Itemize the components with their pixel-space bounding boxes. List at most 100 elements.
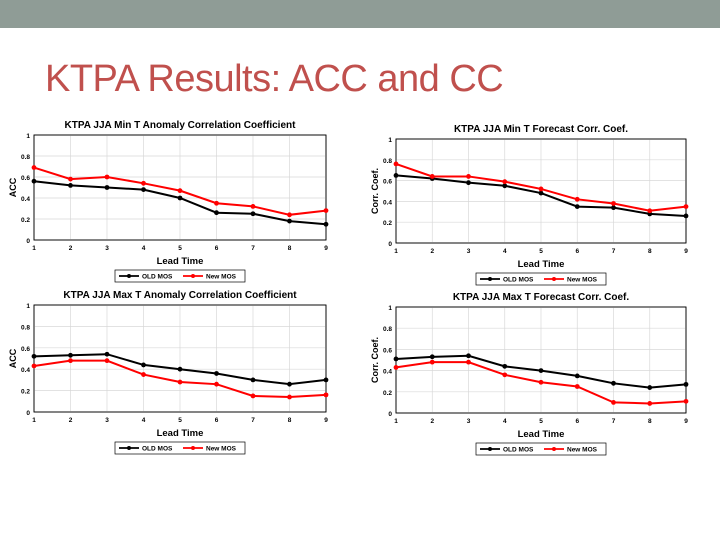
chart-3-series-1-point-1 (429, 359, 435, 365)
chart-0-series-1-point-3 (141, 180, 146, 186)
chart-0-series-0-point-6 (250, 211, 256, 217)
chart-2-series-1-point-8 (323, 392, 329, 398)
chart-0-xtick-label-7: 8 (288, 245, 292, 252)
chart-3-series-0-point-5 (574, 373, 580, 379)
chart-3-series-0-point-1 (429, 354, 435, 360)
chart-3-xtick-label-4: 5 (539, 418, 543, 425)
chart-3-series-1-point-6 (611, 400, 616, 405)
chart-2-series-1-point-1 (68, 358, 73, 364)
chart-3-series-1-point-7 (647, 401, 653, 406)
chart-2-ytick-label-5: 1 (26, 303, 30, 310)
chart-1-xtick-label-1: 2 (430, 248, 434, 255)
chart-0-series-1-point-7 (287, 212, 292, 218)
chart-2-xtick-label-3: 4 (142, 417, 146, 424)
chart-1-xtick-label-7: 8 (648, 248, 652, 255)
chart-2-series-1-point-2 (104, 358, 110, 364)
chart-3-series-0-point-7 (647, 385, 653, 390)
chart-2-series-1-point-4 (177, 379, 183, 385)
chart-0-series-1-point-8 (323, 208, 329, 213)
chart-0-series-0-point-7 (287, 218, 292, 224)
chart-1-series-1-point-2 (466, 174, 471, 179)
chart-3-legend-box (475, 442, 607, 456)
chart-2-ytick-label-1: 0.2 (21, 389, 30, 396)
chart-1-series-0-point-0 (393, 173, 399, 178)
chart-2-xtick-label-4: 5 (178, 417, 182, 424)
chart-1-xtick-label-4: 5 (539, 248, 543, 255)
chart-1-title: KTPA JJA Min T Forecast Corr. Coef. (454, 124, 628, 135)
chart-0-legend-label-1: New MOS (206, 274, 237, 281)
chart-1-series-0-point-2 (466, 180, 471, 186)
chart-0-series-1-point-2 (104, 174, 110, 180)
chart-2-legend-marker-0 (127, 446, 131, 450)
chart-0-ytick-label-1: 0.2 (21, 217, 30, 224)
chart-0-title: KTPA JJA Min T Anomaly Correlation Coeff… (65, 120, 297, 131)
chart-0-xtick-label-6: 7 (251, 245, 255, 252)
chart-3-series-1-point-3 (502, 372, 508, 378)
chart-2-ytick-label-3: 0.6 (21, 346, 30, 353)
chart-2-series-0-point-1 (68, 352, 73, 358)
chart-2-series-0-point-6 (250, 377, 256, 383)
chart-1-series-1-point-1 (429, 174, 435, 179)
chart-3-series-0-point-3 (502, 363, 508, 369)
chart-2-xtick-label-8: 9 (324, 417, 328, 424)
chart-3-series-0-point-4 (538, 368, 544, 373)
chart-3-title: KTPA JJA Max T Forecast Corr. Coef. (453, 292, 630, 303)
chart-3-legend-label-0: OLD MOS (503, 447, 534, 454)
chart-0-ytick-label-5: 1 (26, 133, 30, 140)
chart-2-legend-label-0: OLD MOS (142, 446, 173, 453)
chart-1-xlabel: Lead Time (518, 259, 565, 270)
chart-0-series-0-point-4 (177, 195, 183, 201)
chart-1-ytick-label-3: 0.6 (383, 179, 392, 186)
chart-1-ylabel: Corr. Coef. (370, 168, 380, 214)
chart-2-ylabel: ACC (8, 348, 18, 368)
chart-0-legend-marker-0 (127, 274, 131, 278)
chart-0-series-0-point-0 (31, 178, 37, 184)
chart-1-series-1-point-5 (574, 196, 580, 202)
chart-2-xtick-label-6: 7 (251, 417, 255, 424)
chart-2-legend-box (114, 441, 246, 455)
chart-1-xtick-label-8: 9 (684, 248, 688, 255)
chart-2-series-0-point-0 (31, 353, 37, 359)
chart-2-series-0-point-7 (287, 381, 292, 387)
chart-3-xtick-label-0: 1 (394, 418, 398, 425)
chart-2-series-0-point-8 (323, 377, 329, 383)
chart-3-series-1-point-8 (683, 398, 689, 404)
chart-0-ytick-label-3: 0.6 (21, 175, 30, 182)
chart-0-series-1-point-4 (177, 188, 183, 194)
chart-3-ytick-label-1: 0.2 (383, 390, 392, 397)
chart-0-xtick-label-4: 5 (178, 245, 182, 252)
chart-1-series-0-point-4 (538, 190, 544, 196)
chart-1-xtick-label-2: 3 (467, 248, 471, 255)
chart-1-series-1-point-6 (611, 201, 616, 206)
chart-1-xtick-label-5: 6 (575, 248, 579, 255)
chart-1-legend-box (475, 272, 607, 286)
chart-1-ytick-label-2: 0.4 (383, 199, 392, 206)
chart-2-series-0-point-4 (177, 366, 183, 372)
chart-0-series-0-point-1 (68, 183, 73, 188)
chart-1-series-0-point-6 (611, 205, 616, 211)
chart-1-legend-label-1: New MOS (567, 277, 598, 284)
chart-max-t-cc-svg: KTPA JJA Max T Forecast Corr. Coef. 0 0.2 0… (370, 292, 689, 456)
chart-1-legend-marker-1 (552, 277, 556, 281)
chart-1-xtick-label-6: 7 (612, 248, 616, 255)
chart-3-series-0-point-2 (466, 353, 471, 359)
chart-1-series-1-point-8 (683, 204, 689, 209)
chart-3-series-1-point-2 (466, 359, 471, 365)
chart-0-series-1-point-5 (214, 200, 219, 206)
chart-0-plot-frame (33, 134, 327, 241)
chart-1-series-1-point-0 (393, 161, 399, 167)
chart-0-xtick-label-0: 1 (32, 245, 36, 252)
chart-3-ytick-label-5: 1 (388, 305, 392, 312)
chart-0-legend-box (114, 269, 246, 283)
chart-0-ylabel: ACC (8, 177, 18, 197)
chart-3-series-0-point-6 (611, 380, 616, 386)
top-bar (0, 0, 720, 28)
chart-0-series-1-point-1 (68, 176, 73, 182)
chart-2-ytick-label-0: 0 (26, 410, 30, 417)
chart-max-t-acc-svg: KTPA JJA Max T Anomaly Correlation Coeff… (8, 290, 329, 455)
chart-1-legend-marker-0 (488, 277, 492, 281)
chart-2-series-1-point-0 (31, 363, 37, 369)
chart-min-t-acc: KTPA JJA Min T Anomaly Correlation Coeff… (4, 115, 334, 295)
chart-3-xtick-label-5: 6 (575, 418, 579, 425)
chart-0-ytick-label-2: 0.4 (21, 196, 30, 203)
